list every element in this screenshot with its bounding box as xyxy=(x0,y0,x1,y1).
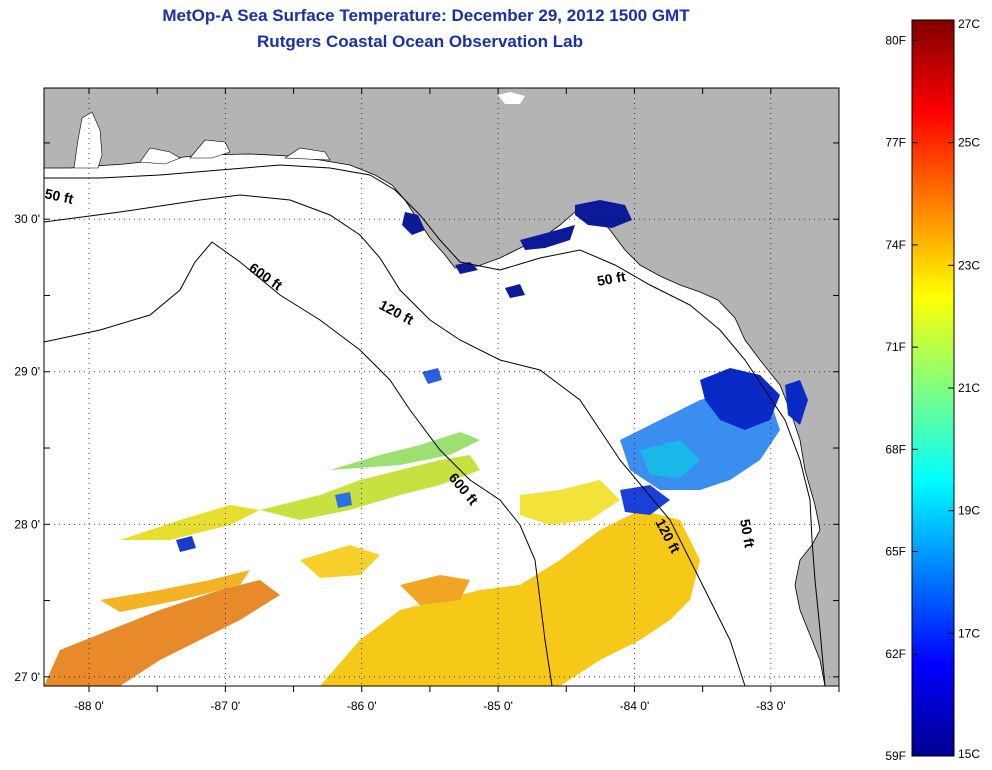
depth-contour-600ft xyxy=(44,241,553,686)
sst-warm-patch xyxy=(100,570,250,612)
depth-contour-50ft xyxy=(44,164,826,686)
colorbar-label-c: 27C xyxy=(958,17,980,31)
colorbar-label-f: 71F xyxy=(885,340,906,354)
depth-contour-label: 50 ft xyxy=(43,185,75,207)
depth-contour-label: 50 ft xyxy=(737,518,758,549)
sst-cold-patch xyxy=(505,284,525,298)
lat-tick-label: 29 0' xyxy=(14,365,40,379)
sst-mid-patch xyxy=(520,480,620,525)
colorbar xyxy=(911,19,955,757)
sst-cool-patch xyxy=(785,380,808,425)
sst-cold-patch xyxy=(176,536,196,552)
sst-mid-patch xyxy=(330,432,480,470)
colorbar-label-c: 19C xyxy=(958,504,980,518)
lon-tick-label: -85 0' xyxy=(483,699,513,713)
sst-mid-patch xyxy=(120,505,260,540)
colorbar-label-f: 68F xyxy=(885,442,906,456)
map-border xyxy=(43,87,840,687)
colorbar-label-c: 21C xyxy=(958,381,980,395)
sst-mid-patch xyxy=(260,455,480,520)
colorbar-label-c: 23C xyxy=(958,258,980,272)
sst-warm-patch xyxy=(300,545,380,578)
colorbar-label-f: 59F xyxy=(885,749,906,763)
map-subtitle: Rutgers Coastal Ocean Observation Lab xyxy=(257,32,583,51)
colorbar-label-f: 65F xyxy=(885,545,906,559)
sst-cool-patch xyxy=(620,485,670,515)
sst-warm-patch xyxy=(400,575,470,605)
colorbar-label-c: 17C xyxy=(958,626,980,640)
bay xyxy=(284,147,331,161)
map-title: MetOp-A Sea Surface Temperature: Decembe… xyxy=(162,6,690,25)
lat-tick-label: 30 0' xyxy=(14,212,40,226)
colorbar-label-f: 62F xyxy=(885,647,906,661)
lat-tick-label: 28 0' xyxy=(14,517,40,531)
lat-tick-label: 27 0' xyxy=(14,670,40,684)
sst-warm-patch xyxy=(320,510,700,686)
lon-tick-label: -88 0' xyxy=(74,699,104,713)
sst-warm-patch xyxy=(44,580,280,686)
sst-cold-patch xyxy=(455,262,478,274)
sst-cold-patch xyxy=(520,225,575,250)
lon-tick-label: -84 0' xyxy=(620,699,650,713)
sst-cold-patch xyxy=(575,200,632,228)
sst-cold-patch xyxy=(402,212,425,235)
colorbar-label-f: 74F xyxy=(885,238,906,252)
bay xyxy=(189,139,231,159)
sst-cool-patch xyxy=(640,440,700,478)
colorbar-label-c: 15C xyxy=(958,747,980,761)
colorbar-label-f: 80F xyxy=(885,33,906,47)
sst-cool-patch xyxy=(700,368,780,430)
colorbar-label-f: 77F xyxy=(885,136,906,150)
sst-cold-patch xyxy=(422,368,442,384)
bay xyxy=(139,147,181,165)
lon-tick-label: -86 0' xyxy=(347,699,377,713)
colorbar-label-c: 25C xyxy=(958,136,980,150)
lon-tick-label: -87 0' xyxy=(211,699,241,713)
lon-tick-label: -83 0' xyxy=(756,699,786,713)
depth-contour-120ft xyxy=(44,194,746,686)
bay xyxy=(73,111,103,169)
sst-cold-patch xyxy=(335,492,352,508)
depth-contour-label: 50 ft xyxy=(596,268,627,289)
lake xyxy=(498,92,525,104)
